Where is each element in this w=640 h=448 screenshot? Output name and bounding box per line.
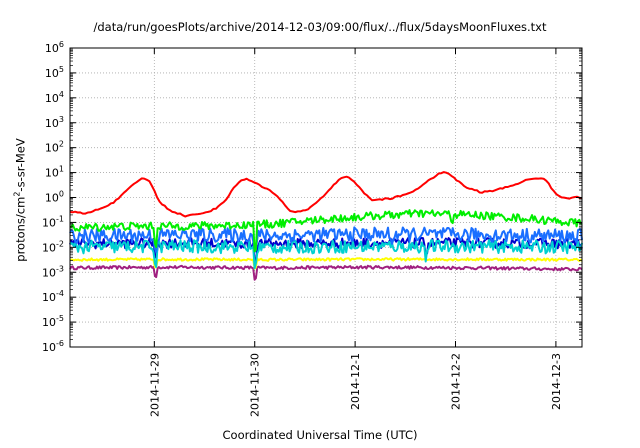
chart-title: /data/run/goesPlots/archive/2014-12-03/0… <box>93 20 547 34</box>
series-lines <box>69 171 583 281</box>
y-tick-label: 104 <box>45 90 64 105</box>
series-line-1 <box>69 171 583 218</box>
grid-lines <box>70 48 582 347</box>
series-line-3 <box>69 226 583 253</box>
y-tick-label: 10-2 <box>42 239 64 254</box>
series-line-2 <box>69 209 582 253</box>
x-axis-label: Coordinated Universal Time (UTC) <box>222 428 418 442</box>
y-tick-label: 10-5 <box>42 314 64 329</box>
y-tick-label: 105 <box>45 65 64 80</box>
y-tick-label: 106 <box>45 40 64 55</box>
y-tick-label: 103 <box>45 115 64 130</box>
x-tick-label: 2014-12-1 <box>349 353 362 410</box>
axis-ticks: 106 105 104 103 102 101 100 10-1 10-2 10-3 10-4 10-… <box>42 40 582 417</box>
series-line-4 <box>69 239 583 270</box>
series-line-7 <box>69 264 583 281</box>
x-tick-label: 2014-11-29 <box>148 353 161 417</box>
y-tick-label: 10-3 <box>42 264 64 279</box>
y-tick-label: 100 <box>45 190 64 205</box>
x-tick-label: 2014-12-2 <box>450 353 463 410</box>
y-tick-label: 10-1 <box>42 214 64 229</box>
y-tick-label: 10-6 <box>42 339 64 354</box>
plot-frame <box>69 47 583 348</box>
x-tick-label: 2014-11-30 <box>249 353 262 417</box>
y-tick-label: 10-4 <box>42 289 64 304</box>
x-tick-label: 2014-12-3 <box>550 353 563 410</box>
y-tick-label: 101 <box>45 165 64 180</box>
y-tick-label: 102 <box>45 140 64 155</box>
